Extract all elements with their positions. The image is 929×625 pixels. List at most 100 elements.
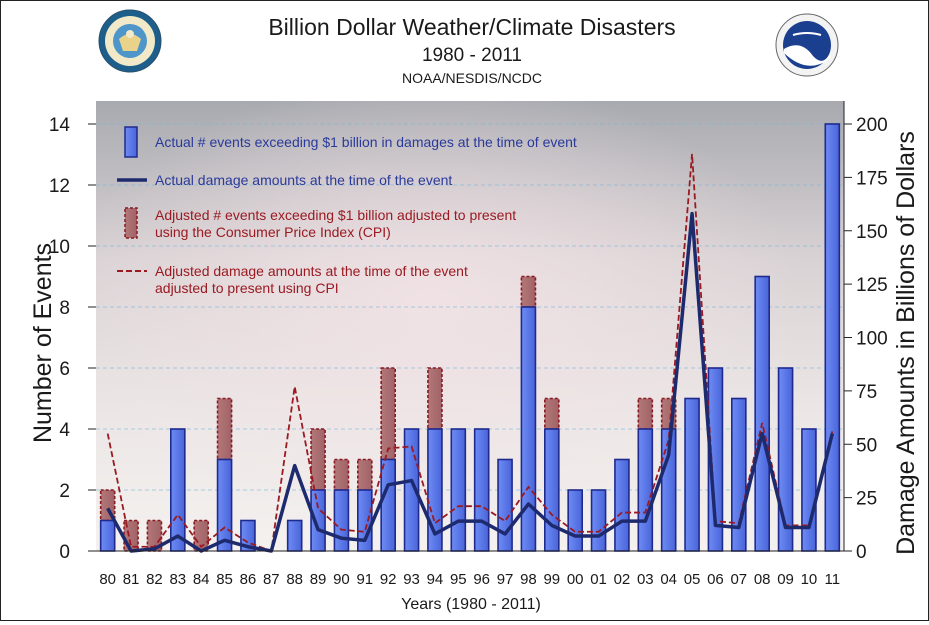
- y2-axis-label: Damage Amounts in Billions of Dollars: [892, 131, 920, 555]
- x-tick-label: 83: [169, 571, 186, 588]
- x-tick-label: 87: [263, 571, 280, 588]
- x-tick-label: 96: [473, 571, 490, 588]
- bar-actual-events: [684, 397, 700, 552]
- x-tick-label: 85: [216, 571, 233, 588]
- bar-actual-events: [286, 519, 303, 552]
- y-tick-label: 10: [49, 237, 70, 258]
- legend-swatch-adjusted-events: [124, 207, 138, 239]
- y-tick-label: 6: [59, 359, 70, 380]
- legend-label-adjusted-events: Adjusted # events exceeding $1 billion a…: [155, 207, 520, 240]
- x-tick-label: 91: [356, 571, 373, 588]
- x-tick-label: 11: [825, 571, 841, 588]
- bar-actual-events: [450, 428, 467, 552]
- y2-tick-label: 0: [856, 542, 867, 563]
- y-tick-label: 0: [59, 542, 70, 563]
- bar-actual-events: [614, 458, 630, 552]
- bar-actual-events: [567, 489, 583, 552]
- legend-item-actual-damage: Actual damage amounts at the time of the…: [117, 172, 452, 188]
- legend-label-adjusted-events-line2: using the Consumer Price Index (CPI): [155, 224, 391, 240]
- bar-actual-events: [216, 458, 233, 552]
- noaa-logo: [775, 13, 839, 77]
- bar-actual-events: [754, 275, 770, 552]
- y2-tick-label: 125: [856, 275, 888, 296]
- x-tick-label: 06: [707, 571, 724, 588]
- legend-label-adjusted-damage-line1: Adjusted damage amounts at the time of t…: [155, 263, 468, 279]
- x-tick-label: 82: [146, 571, 163, 588]
- bar-adjusted-events: [356, 458, 373, 491]
- x-tick-label: 92: [380, 571, 397, 588]
- bar-actual-events: [333, 489, 350, 552]
- legend-label-adjusted-damage-line2: adjusted to present using CPI: [155, 280, 339, 296]
- bar-actual-events: [637, 428, 654, 552]
- bar-actual-events: [824, 123, 841, 552]
- x-tick-label: 04: [660, 571, 677, 588]
- x-tick-label: 05: [684, 571, 701, 588]
- y2-tick-label: 150: [856, 222, 888, 243]
- x-tick-label: 97: [497, 571, 514, 588]
- y2-tick-label: 200: [856, 115, 888, 136]
- x-tick-label: 03: [637, 571, 654, 588]
- bar-adjusted-events: [543, 397, 560, 430]
- x-axis-label: Years (1980 - 2011): [401, 596, 541, 613]
- x-tick-label: 93: [403, 571, 420, 588]
- legend: Actual # events exceeding $1 billion in …: [117, 126, 577, 296]
- y2-tick-label: 175: [856, 168, 888, 189]
- x-tick-label: 99: [543, 571, 560, 588]
- bar-actual-events: [380, 458, 396, 552]
- y-tick-label: 14: [49, 115, 71, 136]
- y2-tick-label: 25: [856, 489, 877, 510]
- x-tick-label: 01: [590, 571, 607, 588]
- bar-adjusted-events: [380, 367, 396, 461]
- y2-tick-label: 50: [856, 435, 877, 456]
- bar-adjusted-events: [637, 397, 654, 430]
- bar-actual-events: [543, 428, 560, 552]
- y-tick-label: 12: [49, 176, 70, 197]
- legend-label-adjusted-damage: Adjusted damage amounts at the time of t…: [155, 263, 472, 296]
- x-tick-label: 88: [286, 571, 303, 588]
- y-tick-label: 4: [59, 420, 70, 441]
- x-tick-label: 90: [333, 571, 350, 588]
- x-tick-label: 98: [520, 571, 537, 588]
- lines-layer: [106, 153, 835, 553]
- axis-ticks: 0 2 4 6 8 10 12 14 0 25 50 75 100 125 150 175 200 80 81 82 8…: [49, 115, 888, 588]
- legend-label-actual-damage: Actual damage amounts at the time of the…: [155, 172, 452, 188]
- y-tick-label: 2: [59, 481, 70, 502]
- x-tick-label: 09: [777, 571, 794, 588]
- legend-item-adjusted-damage: Adjusted damage amounts at the time of t…: [117, 263, 472, 296]
- y-tick-label: 8: [59, 298, 70, 319]
- x-tick-label: 00: [567, 571, 584, 588]
- bar-actual-events: [520, 306, 537, 552]
- chart-title: Billion Dollar Weather/Climate Disasters: [268, 14, 675, 40]
- legend-swatch-actual-events: [124, 126, 138, 158]
- bar-actual-events: [590, 489, 607, 552]
- x-tick-label: 81: [123, 571, 140, 588]
- y-axis-label: Number of Events: [29, 243, 57, 443]
- bar-actual-events: [473, 428, 490, 552]
- line-actual-damage: [106, 211, 835, 553]
- bar-actual-events: [801, 428, 817, 552]
- y2-tick-label: 75: [856, 382, 877, 403]
- department-of-commerce-seal: [98, 9, 162, 73]
- x-tick-label: 86: [240, 571, 257, 588]
- x-tick-label: 10: [801, 571, 818, 588]
- bar-actual-events: [99, 519, 116, 552]
- chart-subtitle: 1980 - 2011: [422, 45, 522, 66]
- legend-item-actual-events: Actual # events exceeding $1 billion in …: [124, 126, 577, 158]
- x-tick-label: 80: [99, 571, 116, 588]
- x-tick-label: 89: [310, 571, 327, 588]
- bar-adjusted-events: [216, 397, 233, 461]
- x-tick-label: 95: [450, 571, 467, 588]
- bar-adjusted-events: [520, 275, 537, 308]
- bar-adjusted-events: [333, 458, 350, 491]
- x-tick-label: 08: [754, 571, 771, 588]
- chart-source: NOAA/NESDIS/NCDC: [402, 70, 542, 86]
- y2-tick-label: 100: [856, 329, 888, 350]
- legend-label-adjusted-events-line1: Adjusted # events exceeding $1 billion a…: [155, 207, 516, 223]
- x-tick-label: 84: [193, 571, 210, 588]
- legend-item-adjusted-events: Adjusted # events exceeding $1 billion a…: [124, 207, 520, 240]
- x-tick-label: 94: [427, 571, 444, 588]
- line-adjusted-damage: [106, 153, 834, 553]
- bar-actual-events: [170, 428, 186, 552]
